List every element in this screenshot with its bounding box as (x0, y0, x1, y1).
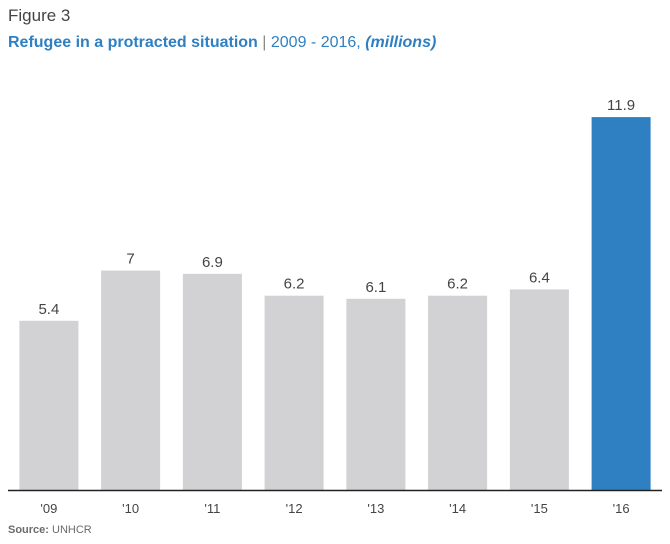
bar-6 (509, 289, 569, 490)
value-label-6: 6.4 (529, 269, 550, 286)
x-tick-label-2: '11 (204, 501, 220, 516)
source-note: Source: UNHCR (8, 524, 92, 536)
chart-title: Refugee in a protracted situation | 2009… (8, 34, 436, 52)
x-tick-label-5: '14 (449, 501, 466, 516)
chart-title-unit: (millions) (365, 34, 437, 51)
bar-4 (346, 298, 406, 490)
chart-title-range: 2009 - 2016, (270, 34, 361, 51)
x-tick-label-4: '13 (367, 501, 384, 516)
value-label-5: 6.2 (447, 276, 468, 293)
value-label-0: 5.4 (38, 301, 59, 318)
value-label-4: 6.1 (365, 279, 386, 296)
bar-5 (428, 295, 488, 490)
source-label: Source: (8, 524, 49, 536)
x-tick-label-0: '09 (40, 501, 57, 516)
bar-2 (182, 273, 242, 490)
x-tick-label-6: '15 (531, 501, 548, 516)
bar-3 (264, 295, 324, 490)
value-label-3: 6.2 (284, 276, 305, 293)
bar-7 (591, 117, 651, 490)
value-label-7: 11.9 (607, 97, 635, 114)
x-tick-label-7: '16 (613, 501, 630, 516)
chart-title-main: Refugee in a protracted situation (8, 34, 258, 51)
x-tick-label-3: '12 (286, 501, 303, 516)
figure-label: Figure 3 (8, 6, 71, 25)
value-label-1: 7 (126, 251, 134, 268)
source-text: UNHCR (52, 524, 92, 536)
value-label-2: 6.9 (202, 254, 223, 271)
bar-0 (19, 320, 79, 490)
chart-title-separator: | (262, 34, 267, 51)
bar-1 (101, 270, 161, 490)
x-tick-label-1: '10 (122, 501, 139, 516)
